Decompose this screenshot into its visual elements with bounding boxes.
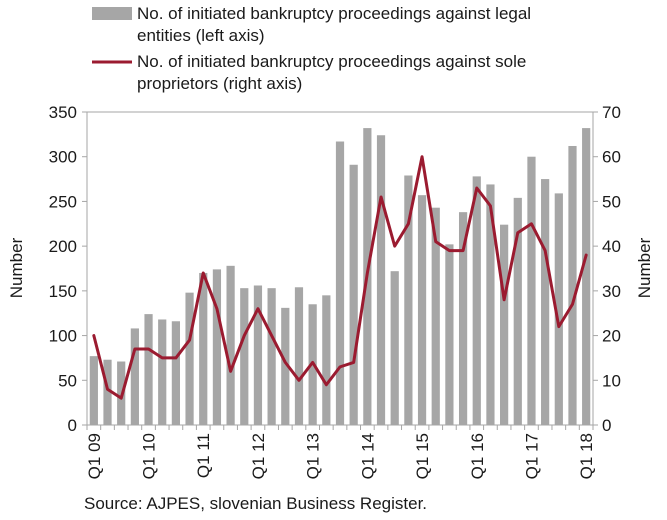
bar-q4-12: [294, 287, 304, 425]
bar-q3-13: [335, 141, 345, 425]
bar-q2-16: [486, 184, 495, 425]
left-tick-label-300: 300: [49, 148, 77, 167]
bar-q3-11: [226, 265, 235, 425]
right-axis-ticks: 0 10 20 30 40 50 60 70: [593, 103, 621, 435]
x-tick-label-q1-09: Q1 09: [85, 433, 104, 479]
bar-q3-15: [445, 244, 454, 425]
bar-q1-12: [253, 285, 263, 425]
legend-label-bars-line2: entities (left axis): [137, 26, 265, 45]
bar-q1-15: [417, 195, 427, 425]
bar-q2-17: [541, 179, 550, 425]
bar-q2-11: [212, 269, 222, 425]
right-tick-label-0: 0: [602, 416, 611, 435]
right-tick-label-60: 60: [602, 148, 621, 167]
left-tick-label-100: 100: [49, 327, 77, 346]
legend-label-line: No. of initiated bankruptcy proceedings …: [137, 52, 531, 93]
left-tick-label-50: 50: [58, 371, 77, 390]
legend: No. of initiated bankruptcy proceedings …: [92, 4, 536, 93]
bar-q3-16: [500, 224, 509, 425]
x-tick-label-q1-16: Q1 16: [468, 433, 487, 479]
right-tick-label-30: 30: [602, 282, 621, 301]
x-tick-label-q1-17: Q1 17: [522, 433, 541, 479]
bar-q4-10: [185, 292, 194, 425]
bar-q3-10: [171, 321, 180, 425]
left-tick-label-350: 350: [49, 103, 77, 122]
bar-q2-10: [158, 319, 167, 425]
bar-q4-17: [568, 145, 577, 426]
left-tick-label-200: 200: [49, 237, 77, 256]
bar-q4-15: [458, 212, 468, 425]
bars-series: [89, 128, 591, 426]
bar-q2-15: [431, 207, 440, 425]
legend-swatch-bars: [92, 7, 132, 20]
bar-q3-14: [390, 271, 399, 425]
bar-q2-13: [322, 295, 331, 425]
x-tick-label-q1-10: Q1 10: [140, 433, 159, 479]
bar-q2-09: [103, 359, 112, 425]
bar-q1-11: [199, 272, 208, 425]
line-sole-proprietors: [92, 155, 588, 400]
bar-q1-17: [527, 156, 536, 425]
right-tick-label-40: 40: [602, 237, 621, 256]
right-tick-label-10: 10: [602, 371, 621, 390]
x-tick-label-q1-18: Q1 18: [577, 433, 596, 479]
bar-q4-16: [513, 197, 522, 425]
legend-label-bars-line1: No. of initiated bankruptcy proceedings …: [137, 4, 531, 23]
legend-label-line-line1: No. of initiated bankruptcy proceedings …: [137, 52, 526, 71]
y-axis-label-right: Number: [635, 237, 654, 298]
x-tick-label-q1-11: Q1 11: [194, 433, 213, 478]
left-tick-label-250: 250: [49, 192, 77, 211]
left-tick-label-0: 0: [68, 416, 77, 435]
line-series: [92, 155, 588, 400]
bar-q2-12: [267, 288, 276, 425]
legend-label-bars: No. of initiated bankruptcy proceedings …: [137, 4, 536, 45]
bar-q3-12: [281, 307, 290, 425]
bar-q4-13: [349, 164, 358, 425]
y-axis-label-left: Number: [7, 237, 26, 298]
bar-q4-14: [404, 175, 413, 425]
x-tick-label-q1-13: Q1 13: [304, 433, 323, 479]
right-tick-label-50: 50: [602, 192, 621, 211]
bar-q4-09: [130, 328, 139, 425]
left-axis-ticks: 0 50 100 150 200 250 300 350: [49, 103, 87, 435]
x-tick-label-q1-14: Q1 14: [358, 433, 377, 479]
bar-q1-09: [89, 356, 98, 425]
source-note: Source: AJPES, slovenian Business Regist…: [84, 494, 427, 513]
bar-q1-16: [472, 176, 481, 425]
x-axis-ticks: Q1 09 Q1 10 Q1 11 Q1 12 Q1 13 Q1 14 Q1 15 Q1 16…: [85, 425, 596, 479]
bar-q3-17: [554, 193, 563, 425]
x-tick-label-q1-15: Q1 15: [413, 433, 432, 479]
right-tick-label-20: 20: [602, 327, 621, 346]
bar-q1-10: [144, 314, 153, 425]
bar-q1-18: [582, 128, 591, 425]
right-tick-label-70: 70: [602, 103, 621, 122]
bar-q2-14: [376, 135, 386, 425]
x-tick-label-q1-12: Q1 12: [249, 433, 268, 479]
left-tick-label-150: 150: [49, 282, 77, 301]
legend-label-line-line2: proprietors (right axis): [137, 74, 302, 93]
bar-q4-11: [240, 288, 249, 425]
